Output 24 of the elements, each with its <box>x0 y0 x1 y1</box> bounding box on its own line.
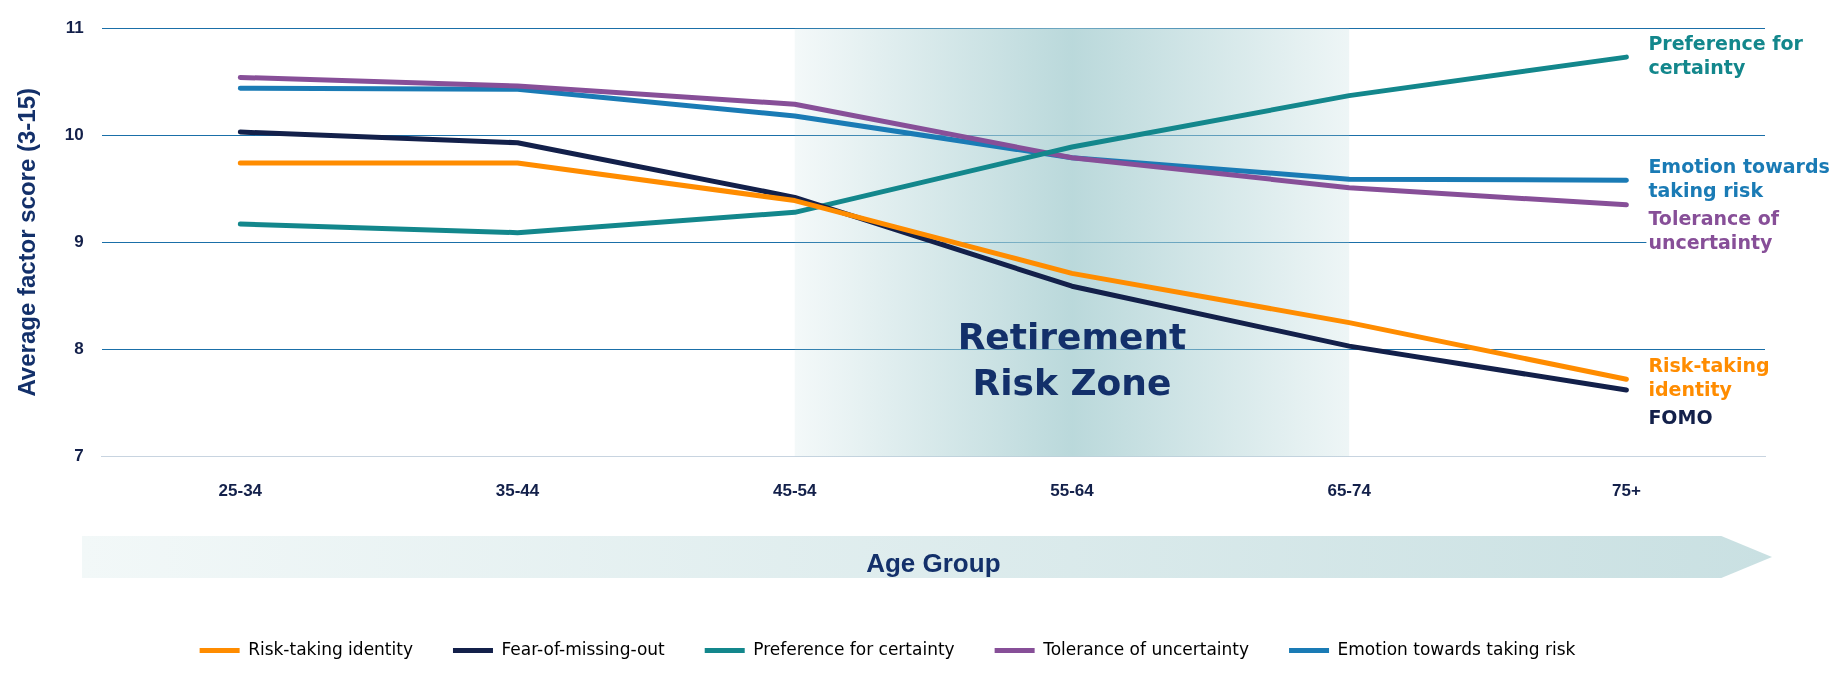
x-tick-label: 25-34 <box>218 481 263 501</box>
y-tick-label: 11 <box>65 17 84 37</box>
y-tick-label: 9 <box>74 231 84 251</box>
legend-label: Tolerance of uncertainty <box>1042 638 1250 659</box>
x-tick-label: 45-54 <box>773 481 818 501</box>
legend-label: Fear-of-missing-out <box>501 638 666 659</box>
x-axis-title: Age Group <box>866 547 1001 578</box>
y-axis-title: Average factor score (3-15) <box>13 88 41 397</box>
annotation: Emotion towards taking risk <box>1648 155 1830 202</box>
y-tick-label: 7 <box>74 446 84 466</box>
band-label: Retirement Risk Zone <box>957 315 1187 403</box>
annotation: Preference for certainty <box>1648 32 1804 79</box>
legend-label: Preference for certainty <box>753 638 955 659</box>
y-tick-label: 10 <box>64 124 84 144</box>
x-tick-label: 55-64 <box>1050 481 1095 501</box>
x-tick-label: 35-44 <box>495 481 540 501</box>
y-tick-label: 8 <box>74 339 84 359</box>
legend-label: Risk-taking identity <box>248 638 413 659</box>
annotation: FOMO <box>1648 406 1713 429</box>
x-tick-label: 65-74 <box>1327 481 1372 501</box>
legend-label: Emotion towards taking risk <box>1337 638 1576 659</box>
annotation: Risk-taking identity <box>1648 354 1770 401</box>
x-tick-label: 75+ <box>1611 481 1641 501</box>
annotation: Tolerance of uncertainty <box>1648 207 1780 254</box>
